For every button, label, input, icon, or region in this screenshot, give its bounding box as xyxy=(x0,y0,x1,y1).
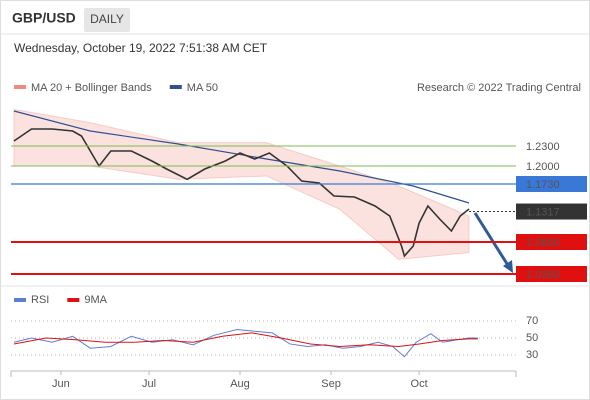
x-tick-label: Aug xyxy=(230,378,250,390)
legend-label: MA 20 + Bollinger Bands xyxy=(31,82,152,94)
level-label: 1.2000 xyxy=(526,161,560,173)
level-label: 1.0860 xyxy=(526,237,560,249)
bollinger-band xyxy=(13,108,470,260)
ma-line xyxy=(13,110,470,204)
x-tick-label: Jun xyxy=(52,378,70,390)
price-line xyxy=(13,128,470,258)
y-tick-label: 70 xyxy=(526,315,538,327)
indicator-line xyxy=(13,332,478,348)
legend-swatch xyxy=(14,85,26,89)
timestamp: Wednesday, October 19, 2022 7:51:38 AM C… xyxy=(14,41,268,55)
level-box xyxy=(516,234,587,250)
level-box xyxy=(516,203,587,220)
level-box xyxy=(516,266,587,282)
x-tick-label: Sep xyxy=(321,378,341,390)
x-tick-label: Oct xyxy=(411,378,428,390)
legend-label: RSI xyxy=(31,294,49,306)
legend-swatch xyxy=(169,85,182,89)
legend-swatch xyxy=(67,298,80,302)
period-tab[interactable] xyxy=(84,8,130,32)
forecast-arrowhead xyxy=(503,260,513,273)
legend-label: 9MA xyxy=(84,294,107,306)
source: Research © 2022 Trading Central xyxy=(417,82,581,94)
legend-label: MA 50 xyxy=(187,82,218,94)
symbol: GBP/USD xyxy=(12,10,76,26)
x-tick-label: Jul xyxy=(142,378,156,390)
level-box xyxy=(516,176,587,192)
y-tick-label: 50 xyxy=(526,332,538,344)
legend-swatch xyxy=(14,298,26,302)
period[interactable]: DAILY xyxy=(90,12,124,26)
level-label: 1.1730 xyxy=(526,179,560,191)
forecast-arrow xyxy=(473,212,511,268)
level-label: 1.0380 xyxy=(526,269,560,281)
y-tick-label: 30 xyxy=(526,349,538,361)
level-label: 1.1317 xyxy=(526,206,560,218)
level-label: 1.2300 xyxy=(526,141,560,153)
